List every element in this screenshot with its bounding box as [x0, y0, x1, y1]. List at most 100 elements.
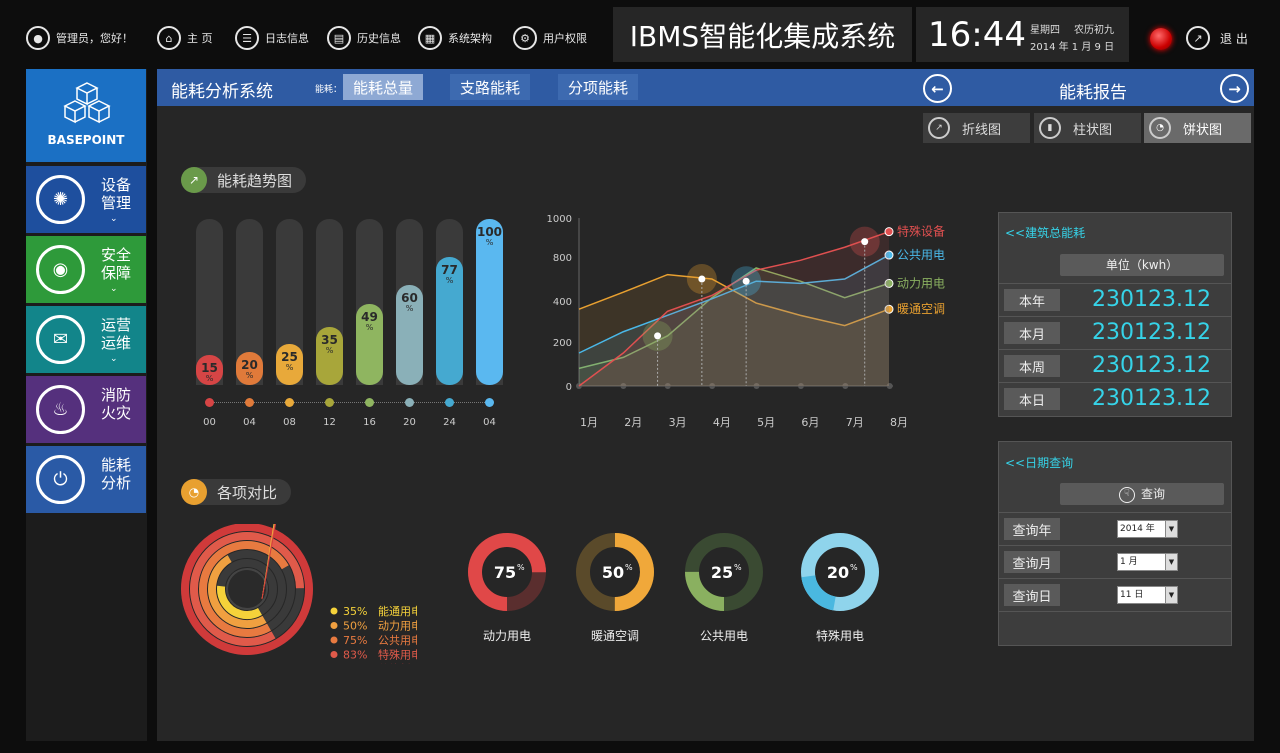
x-tick-dot	[753, 383, 760, 389]
donut-value: 20	[827, 563, 849, 582]
nav-home[interactable]: ⌂ 主 页	[157, 24, 213, 52]
sidebar-item-energy[interactable]: ⏻ 能耗分析	[26, 446, 146, 513]
camera-icon: ◉	[36, 245, 85, 294]
trend-chart-icon: ↗	[181, 167, 207, 193]
y-tick-label: 0	[566, 382, 572, 393]
query-button[interactable]: ☟ 查询	[1060, 483, 1224, 505]
chat-icon: ✉	[36, 315, 85, 364]
x-tick-label: 8月	[890, 416, 908, 429]
prev-arrow-icon[interactable]: ←	[923, 74, 952, 103]
user-greeting[interactable]: ● 管理员，您好！	[26, 24, 133, 52]
donut-label: 公共用电	[699, 629, 748, 643]
donut-percent-sign: %	[850, 563, 858, 572]
sidebar-item-security[interactable]: ◉ 安全保障 ⌄	[26, 236, 146, 303]
bar-chart-button[interactable]: ▮ 柱状图	[1034, 113, 1141, 143]
row-value: 230123.12	[1092, 320, 1211, 345]
pie-chart-icon: ◔	[181, 479, 207, 505]
x-tick-dot	[842, 383, 849, 389]
building-panel-title: <<建筑总能耗	[1005, 226, 1086, 240]
logout-label: 退 出	[1220, 31, 1248, 46]
sidebar-item-operations[interactable]: ✉ 运营运维 ⌄	[26, 306, 146, 373]
donut-value: 25	[711, 563, 733, 582]
pie-chart-label: 饼状图	[1183, 122, 1223, 138]
x-tick-label: 2月	[624, 416, 642, 429]
day-select[interactable]: 11 日 ▼	[1117, 586, 1178, 604]
x-tick-label: 7月	[846, 416, 864, 429]
series-line	[578, 230, 890, 387]
bar-chart-icon: ▮	[1039, 117, 1061, 139]
nav-architecture[interactable]: ▦ 系统架构	[418, 24, 492, 52]
x-tick-label: 4月	[713, 416, 731, 429]
clock-weekday: 星期四	[1030, 25, 1060, 36]
day-select-value: 11 日	[1120, 590, 1144, 600]
radial-legend-value: 75%	[343, 634, 367, 647]
logo[interactable]: BASEPOINT	[26, 69, 146, 162]
bar-track: 49%	[356, 219, 383, 385]
x-tick-dot	[664, 383, 671, 389]
month-select[interactable]: 1 月 ▼	[1117, 553, 1178, 571]
donut-hole	[816, 548, 864, 596]
radial-leader-line	[261, 524, 277, 600]
series-legend-label: 特殊设备	[897, 224, 945, 239]
percent-sign: %	[485, 238, 494, 247]
pie-chart-icon: ◔	[1149, 117, 1171, 139]
radial-legend-dot	[330, 622, 338, 629]
tab-itemized[interactable]: 分项能耗	[558, 74, 639, 100]
donut-segment	[576, 533, 654, 611]
compare-title: 各项对比	[217, 483, 278, 502]
row-label: 查询年	[1004, 518, 1060, 540]
power-icon: ⏻	[36, 455, 85, 504]
nav-permissions[interactable]: ⚙ 用户权限	[513, 24, 587, 52]
alarm-indicator-icon[interactable]	[1150, 28, 1172, 50]
bar-track: 35%	[316, 219, 343, 385]
x-tick-label: 1月	[580, 416, 598, 429]
radial-ring	[217, 559, 277, 619]
bar-x-label: 08	[283, 417, 296, 428]
bar-chart-label: 柱状图	[1073, 122, 1113, 138]
nav-history[interactable]: ▤ 历史信息	[327, 24, 401, 52]
percent-sign: %	[285, 362, 294, 372]
donut-label: 特殊用电	[815, 629, 864, 643]
tab-total[interactable]: 能耗总量	[343, 74, 424, 100]
sidebar-item-equipment[interactable]: ✺ 设备管理 ⌄	[26, 166, 146, 233]
y-tick-label: 200	[553, 338, 572, 349]
home-icon: ⌂	[157, 26, 181, 50]
next-arrow-icon[interactable]: →	[1220, 74, 1249, 103]
x-tick-label: 5月	[757, 416, 775, 429]
tab-branch[interactable]: 支路能耗	[450, 74, 531, 100]
series-end-dot	[884, 304, 894, 314]
x-tick-dot	[797, 383, 804, 389]
radial-legend-label: 公共用电	[378, 634, 417, 647]
nav-logs[interactable]: ☰ 日志信息	[235, 24, 309, 52]
radial-center	[227, 569, 267, 609]
bar-value-label: 15	[201, 361, 218, 375]
trend-bar-chart: 15% 00 20% 04 25% 08 35% 12 49% 16 60% 20 77% 24 100% 0…	[157, 69, 517, 449]
year-select[interactable]: 2014 年 ▼	[1117, 520, 1178, 538]
nav-home-label: 主 页	[187, 32, 213, 45]
percent-sign: %	[325, 345, 334, 355]
sidebar-item-fire[interactable]: ♨ 消防火灾	[26, 376, 146, 443]
bar-value-label: 60	[401, 291, 418, 306]
donut-label: 动力用电	[482, 629, 531, 643]
page-title: 能耗分析系统	[171, 82, 273, 102]
sidebar-item-label: 安全保障	[100, 246, 131, 282]
query-row-month: 查询月 1 月 ▼	[999, 545, 1231, 578]
highlight-dot	[742, 277, 750, 285]
fan-icon: ✺	[36, 175, 85, 224]
logout-icon: ↗	[1186, 26, 1210, 50]
line-chart-button[interactable]: ↗ 折线图	[923, 113, 1030, 143]
energy-row-month: 本月 230123.12	[999, 316, 1231, 349]
sidebar: BASEPOINT ✺ 设备管理 ⌄ ◉ 安全保障 ⌄ ✉ 运营运维 ⌄ ♨ 消…	[26, 69, 147, 741]
line-chart-label: 折线图	[962, 122, 1002, 138]
top-bar: ● 管理员，您好！ ⌂ 主 页 ☰ 日志信息 ▤ 历史信息 ▦ 系统架构 ⚙ 用…	[0, 0, 1280, 66]
pie-chart-button[interactable]: ◔ 饼状图	[1144, 113, 1251, 143]
series-legend-label: 公共用电	[897, 248, 945, 262]
y-tick-label: 1000	[547, 214, 572, 225]
logout-button[interactable]: ↗ 退 出	[1186, 24, 1248, 52]
percent-sign: %	[445, 276, 454, 286]
dropdown-arrow-icon: ▼	[1165, 521, 1177, 537]
radial-legend-dot	[330, 607, 338, 615]
bar-dot	[205, 398, 214, 407]
chevron-down-icon: ⌄	[110, 354, 118, 364]
bar-dot	[245, 398, 254, 407]
